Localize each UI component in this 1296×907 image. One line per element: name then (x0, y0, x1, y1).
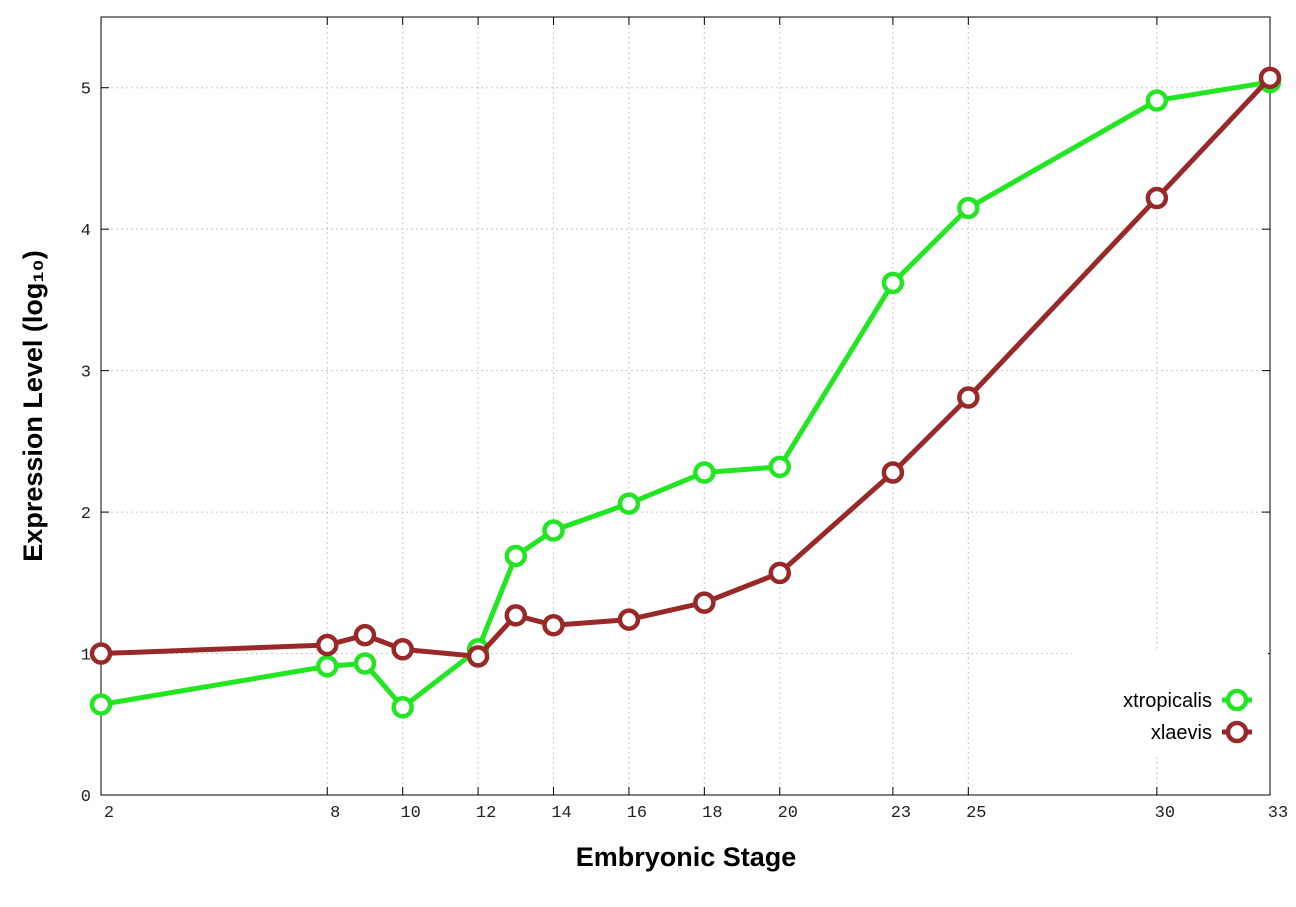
data-point (881, 461, 905, 484)
legend-label: xlaevis (1151, 722, 1212, 744)
data-point (1258, 66, 1282, 90)
data-point (353, 652, 377, 675)
data-point (353, 623, 377, 647)
data-point (693, 591, 716, 614)
data-point (693, 461, 716, 484)
y-tick-label: 1 (81, 647, 91, 666)
data-point (768, 561, 792, 585)
data-point (617, 492, 641, 515)
data-point (957, 386, 980, 409)
x-tick-label: 20 (778, 804, 798, 823)
data-point (391, 696, 414, 719)
legend-marker (1225, 720, 1249, 744)
y-tick-label: 5 (81, 81, 91, 100)
x-tick-label: 14 (551, 804, 571, 823)
data-point (316, 633, 339, 657)
y-tick-label: 2 (81, 505, 91, 524)
x-tick-label: 18 (702, 804, 722, 823)
data-point (89, 693, 113, 716)
x-tick-label: 23 (891, 804, 911, 823)
data-point (466, 645, 490, 668)
data-point (504, 544, 528, 568)
x-tick-label: 2 (104, 804, 114, 823)
x-tick-label: 30 (1155, 804, 1175, 823)
x-tick-label: 12 (476, 804, 496, 823)
legend-label: xtropicalis (1123, 690, 1212, 712)
y-tick-label: 0 (81, 788, 91, 807)
x-tick-label: 10 (400, 804, 420, 823)
y-axis-title: Expression Level (log₁₀) (18, 250, 48, 561)
data-point (1145, 89, 1169, 112)
data-point (542, 519, 565, 542)
data-point (316, 655, 339, 678)
y-tick-label: 4 (81, 222, 91, 241)
data-point (957, 196, 980, 220)
data-point (504, 604, 528, 627)
data-point (89, 642, 113, 665)
series-line (100, 79, 1271, 710)
x-axis-title: Embryonic Stage (576, 842, 797, 872)
x-tick-label: 25 (966, 804, 986, 823)
x-tick-label: 8 (330, 804, 340, 823)
data-point (542, 614, 565, 637)
data-point (391, 638, 414, 661)
legend-marker (1225, 688, 1249, 712)
series-line (100, 76, 1272, 659)
plot-frame (100, 16, 1271, 796)
data-point (617, 608, 641, 631)
x-tick-label: 16 (627, 804, 647, 823)
x-tick-label: 33 (1268, 804, 1288, 823)
y-tick-label: 3 (81, 364, 91, 383)
data-point (768, 455, 792, 479)
data-point (881, 271, 905, 295)
data-point (1145, 186, 1169, 210)
